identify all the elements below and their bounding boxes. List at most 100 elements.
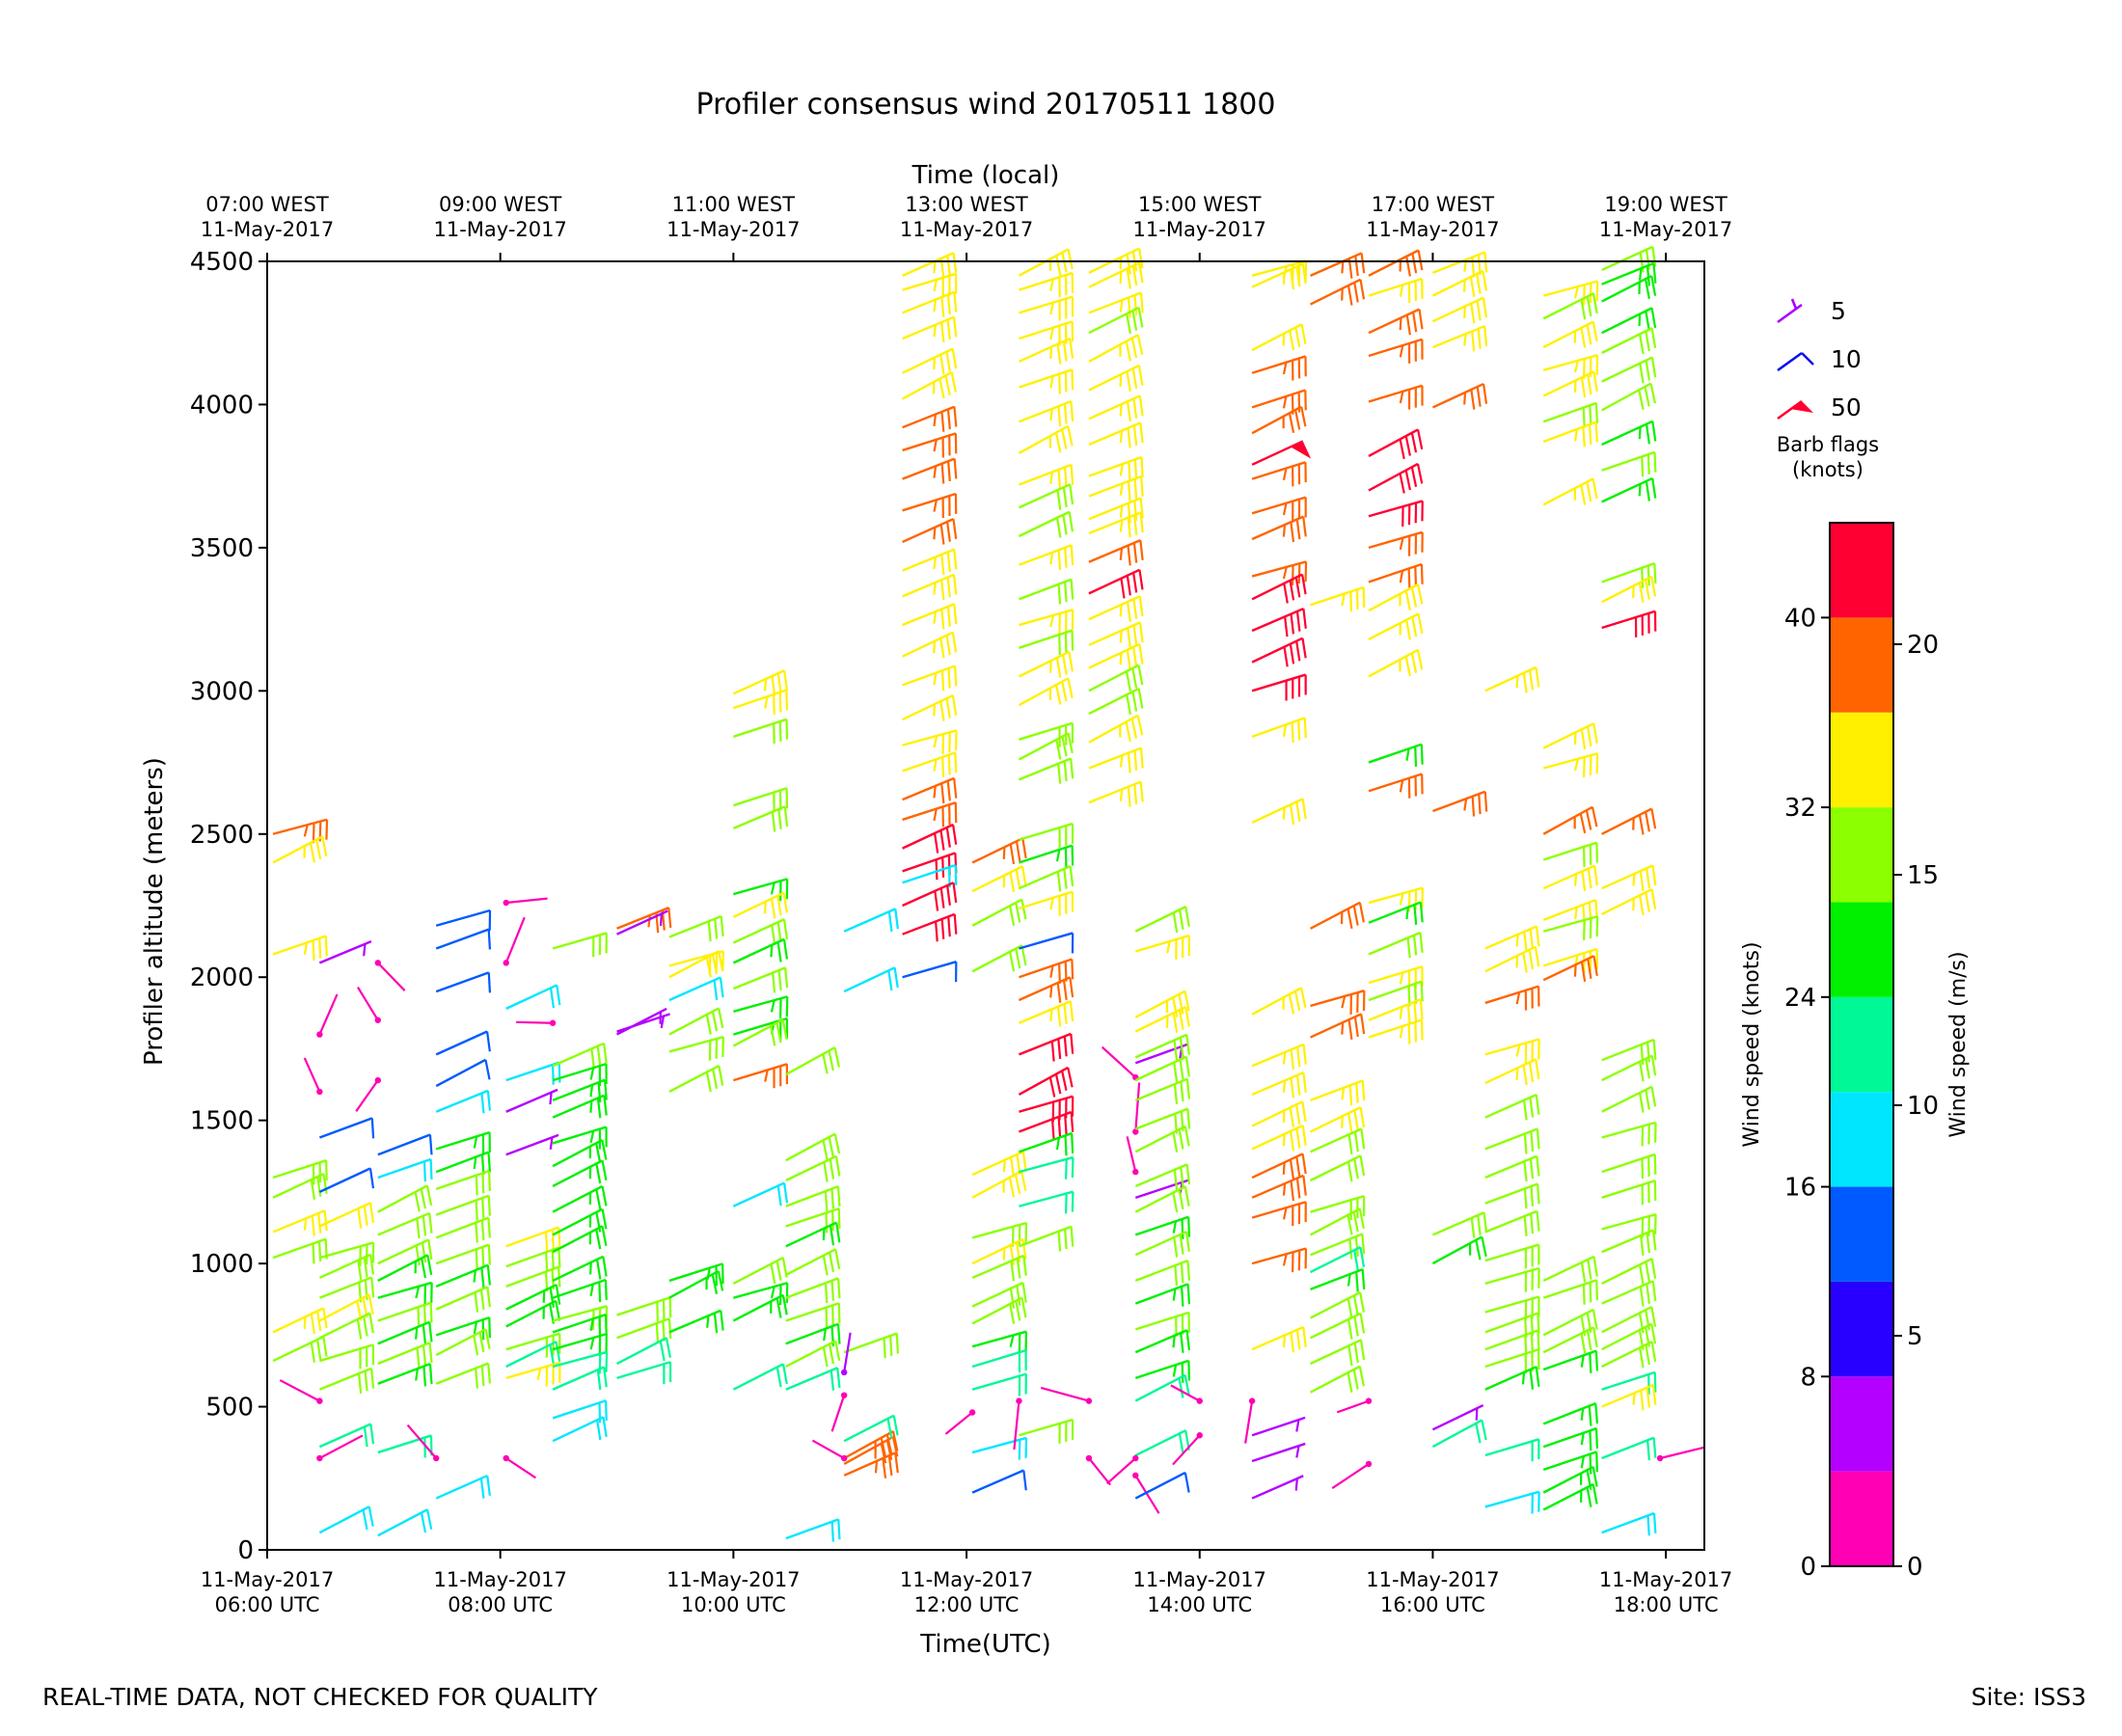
wind-barb bbox=[1134, 1373, 1190, 1402]
x-axis-label: Time(UTC) bbox=[919, 1630, 1050, 1659]
wind-barb bbox=[1019, 1190, 1075, 1214]
wind-barb bbox=[435, 1328, 491, 1357]
wind-barb bbox=[1088, 780, 1144, 807]
wind-barb bbox=[1088, 455, 1144, 482]
colorbar-tick-label-ms: 0 bbox=[1907, 1553, 1923, 1582]
wind-barb bbox=[272, 1173, 328, 1200]
wind-barb bbox=[552, 1350, 609, 1374]
top-tick-label-date: 11-May-2017 bbox=[1599, 218, 1732, 241]
wind-barb bbox=[732, 1257, 788, 1285]
wind-barb bbox=[1018, 732, 1074, 761]
wind-barb bbox=[615, 1007, 667, 1036]
wind-barb bbox=[318, 939, 372, 964]
colorbar-tick-label-ms: 10 bbox=[1907, 1092, 1939, 1121]
wind-barb bbox=[1542, 280, 1599, 306]
wind-barb bbox=[785, 1248, 841, 1277]
wind-barb bbox=[1601, 1436, 1657, 1461]
wind-barb bbox=[1088, 511, 1144, 538]
wind-barb bbox=[843, 1332, 899, 1359]
wind-barb bbox=[435, 1286, 491, 1313]
wind-barb bbox=[1431, 1235, 1487, 1265]
x-tick-label-date: 11-May-2017 bbox=[201, 1568, 334, 1591]
wind-barb bbox=[1542, 401, 1599, 428]
wind-barb bbox=[435, 1089, 492, 1114]
wind-barb bbox=[357, 987, 382, 1023]
wind-barb bbox=[1368, 249, 1424, 277]
wind-barb bbox=[1134, 1259, 1191, 1287]
wind-barb bbox=[1484, 1312, 1540, 1339]
wind-barb bbox=[1542, 1308, 1598, 1337]
wind-barb bbox=[1484, 945, 1540, 973]
wind-barb bbox=[1088, 421, 1144, 448]
wind-barb bbox=[1134, 1163, 1191, 1190]
wind-barb bbox=[1331, 1460, 1373, 1489]
wind-barb bbox=[503, 1454, 536, 1479]
wind-barb bbox=[552, 1416, 608, 1443]
wind-barb bbox=[902, 823, 958, 854]
wind-barb bbox=[1134, 1230, 1190, 1258]
wind-barb bbox=[1019, 463, 1075, 490]
wind-barb bbox=[1310, 252, 1366, 279]
legend-label: 5 bbox=[1831, 297, 1846, 325]
wind-barb bbox=[1484, 665, 1540, 693]
wind-barb bbox=[1019, 1110, 1075, 1140]
wind-barb bbox=[1134, 1055, 1190, 1083]
wind-barb bbox=[1018, 337, 1075, 365]
wind-barb bbox=[1018, 1032, 1075, 1062]
wind-barb bbox=[971, 898, 1027, 927]
wind-barb bbox=[1542, 752, 1599, 777]
wind-barb bbox=[1601, 1370, 1657, 1395]
wind-barb bbox=[902, 290, 958, 317]
wind-barb bbox=[272, 1237, 328, 1264]
wind-barb bbox=[1310, 1195, 1366, 1221]
wind-barb bbox=[1251, 637, 1307, 667]
top-tick-label-time: 19:00 WEST bbox=[1604, 193, 1728, 216]
wind-barb bbox=[1542, 292, 1598, 320]
wind-barb bbox=[377, 1254, 433, 1282]
wind-barb bbox=[902, 882, 958, 911]
wind-barb bbox=[1542, 1426, 1599, 1451]
wind-barb bbox=[971, 1372, 1027, 1397]
wind-barb bbox=[902, 631, 958, 659]
wind-barb bbox=[616, 1317, 672, 1343]
wind-barb bbox=[1601, 275, 1657, 303]
legend-barb-50 bbox=[1777, 399, 1813, 420]
wind-barb bbox=[843, 908, 899, 933]
wind-barb bbox=[733, 1063, 789, 1089]
wind-barb bbox=[1601, 382, 1656, 412]
wind-barb bbox=[1601, 1258, 1657, 1286]
wind-barb bbox=[1542, 864, 1598, 892]
legend-label: 10 bbox=[1831, 345, 1862, 373]
wind-barb bbox=[318, 1253, 375, 1281]
wind-barb bbox=[668, 1309, 724, 1334]
wind-barb bbox=[1542, 841, 1598, 867]
legend-barb-10 bbox=[1777, 351, 1814, 372]
wind-barb bbox=[435, 1243, 492, 1270]
wind-barb bbox=[1134, 1429, 1190, 1457]
wind-barb bbox=[1601, 1511, 1657, 1536]
wind-barb bbox=[377, 1211, 433, 1239]
colorbar-tick-label-knots: 40 bbox=[1784, 604, 1816, 633]
wind-barb bbox=[1134, 1329, 1191, 1354]
wind-barb bbox=[435, 1194, 492, 1221]
wind-barb bbox=[1018, 510, 1075, 538]
wind-barb bbox=[1251, 405, 1307, 435]
x-tick-label-date: 11-May-2017 bbox=[900, 1568, 1033, 1591]
wind-barb bbox=[435, 1169, 491, 1196]
wind-barb bbox=[1484, 1058, 1540, 1086]
wind-barb bbox=[732, 891, 788, 919]
wind-barb bbox=[1251, 673, 1307, 701]
wind-barb bbox=[616, 1296, 672, 1322]
wind-barb bbox=[1088, 475, 1144, 502]
wind-barb bbox=[944, 1409, 976, 1435]
wind-barb bbox=[1134, 1125, 1190, 1153]
wind-barb bbox=[1601, 327, 1657, 355]
wind-barb bbox=[732, 1293, 788, 1322]
wind-barb bbox=[971, 1436, 1028, 1460]
wind-barb bbox=[1088, 568, 1144, 599]
wind-barb bbox=[1542, 1326, 1598, 1354]
wind-barb bbox=[733, 878, 789, 902]
x-tick-label-time: 14:00 UTC bbox=[1147, 1593, 1252, 1616]
wind-barb bbox=[902, 252, 958, 279]
wind-barb bbox=[1601, 1383, 1657, 1411]
